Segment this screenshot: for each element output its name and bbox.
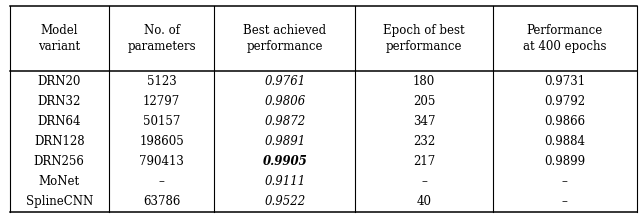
- Text: 790413: 790413: [139, 155, 184, 168]
- Text: 40: 40: [417, 195, 431, 208]
- Text: Best achieved
performance: Best achieved performance: [243, 24, 326, 53]
- Text: DRN32: DRN32: [38, 95, 81, 108]
- Text: 180: 180: [413, 75, 435, 88]
- Text: 5123: 5123: [147, 75, 177, 88]
- Text: 0.9761: 0.9761: [264, 75, 305, 88]
- Text: 12797: 12797: [143, 95, 180, 108]
- Text: –: –: [562, 195, 568, 208]
- Text: 63786: 63786: [143, 195, 180, 208]
- Text: 217: 217: [413, 155, 435, 168]
- Text: 198605: 198605: [140, 135, 184, 148]
- Text: 0.9899: 0.9899: [544, 155, 586, 168]
- Text: 0.9891: 0.9891: [264, 135, 305, 148]
- Text: 0.9111: 0.9111: [264, 175, 305, 188]
- Text: 232: 232: [413, 135, 435, 148]
- Text: 0.9872: 0.9872: [264, 115, 305, 128]
- Text: DRN128: DRN128: [34, 135, 84, 148]
- Text: 0.9522: 0.9522: [264, 195, 305, 208]
- Text: DRN256: DRN256: [34, 155, 84, 168]
- Text: Epoch of best
performance: Epoch of best performance: [383, 24, 465, 53]
- Text: 0.9731: 0.9731: [544, 75, 586, 88]
- Text: DRN64: DRN64: [38, 115, 81, 128]
- Text: SplineCNN: SplineCNN: [26, 195, 93, 208]
- Text: 205: 205: [413, 95, 435, 108]
- Text: 0.9884: 0.9884: [544, 135, 586, 148]
- Text: Performance
at 400 epochs: Performance at 400 epochs: [523, 24, 607, 53]
- Text: 0.9806: 0.9806: [264, 95, 305, 108]
- Text: DRN20: DRN20: [38, 75, 81, 88]
- Text: 347: 347: [413, 115, 435, 128]
- Text: 0.9905: 0.9905: [262, 155, 307, 168]
- Text: MoNet: MoNet: [38, 175, 80, 188]
- Text: –: –: [562, 175, 568, 188]
- Text: 0.9792: 0.9792: [544, 95, 586, 108]
- Text: No. of
parameters: No. of parameters: [127, 24, 196, 53]
- Text: –: –: [159, 175, 164, 188]
- Text: –: –: [421, 175, 427, 188]
- Text: Model
variant: Model variant: [38, 24, 80, 53]
- Text: 50157: 50157: [143, 115, 180, 128]
- Text: 0.9866: 0.9866: [544, 115, 586, 128]
